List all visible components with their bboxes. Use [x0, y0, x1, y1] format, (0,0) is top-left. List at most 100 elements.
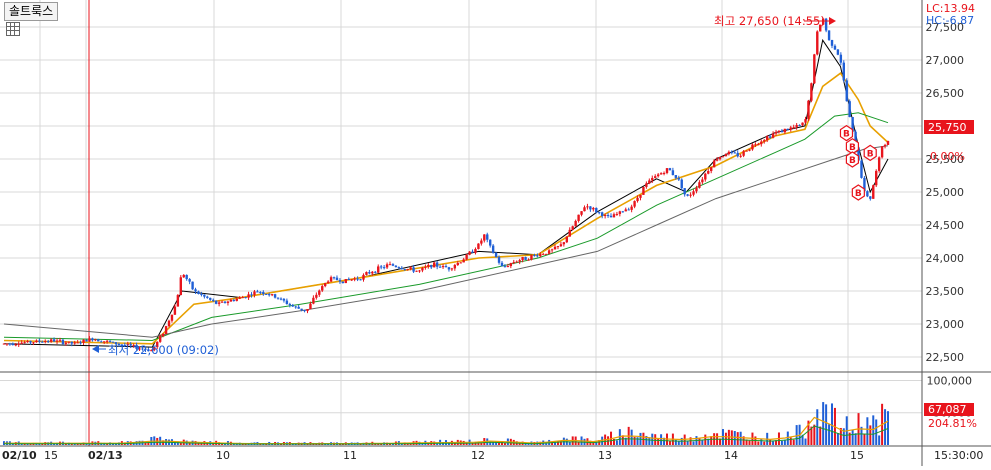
volume-bar	[769, 439, 772, 445]
candle-body	[774, 131, 778, 134]
candle-body	[813, 54, 816, 84]
candle-body	[344, 279, 348, 284]
candle-body	[26, 341, 29, 343]
candle-body	[456, 262, 459, 266]
volume-bar	[884, 409, 887, 445]
candle-body	[5, 343, 9, 345]
candle-body	[14, 344, 17, 346]
candle-body	[553, 246, 557, 250]
candle-body	[294, 306, 297, 308]
candle-body	[656, 174, 660, 177]
volume-bar	[772, 441, 775, 445]
volume-bar	[757, 441, 760, 445]
candle-body	[156, 341, 159, 348]
volume-bar	[556, 441, 559, 445]
candle-body	[733, 152, 736, 154]
candle-body	[621, 211, 624, 213]
candle-body	[424, 266, 427, 268]
candle-body	[824, 18, 828, 31]
candle-body	[595, 207, 598, 213]
candle-body	[577, 214, 580, 221]
candle-body	[120, 344, 124, 346]
candle-body	[427, 264, 430, 267]
candle-body	[94, 339, 97, 341]
volume-bar	[465, 442, 468, 445]
candle-body	[362, 274, 365, 280]
candle-body	[665, 168, 669, 173]
candle-body	[173, 306, 177, 315]
time-tick-label: 14	[724, 449, 738, 462]
candle-body	[518, 260, 521, 262]
grid-icon[interactable]	[6, 22, 20, 36]
candle-body	[250, 294, 253, 296]
time-tick-label: 10	[216, 449, 230, 462]
candle-body	[91, 338, 94, 341]
volume-bar	[854, 433, 857, 445]
volume-bar	[780, 440, 783, 445]
volume-bar	[144, 442, 147, 445]
candle-body	[848, 101, 851, 118]
candle-body	[559, 244, 563, 247]
candle-body	[326, 281, 330, 284]
volume-bar	[554, 442, 557, 445]
candle-body	[683, 188, 686, 195]
candle-body	[845, 80, 848, 102]
candle-body	[801, 122, 804, 126]
candle-body	[338, 280, 342, 282]
candle-body	[562, 242, 566, 245]
candle-body	[642, 186, 645, 195]
candle-body	[807, 100, 810, 120]
candle-body	[430, 264, 433, 268]
candle-body	[206, 296, 209, 298]
volume-bar	[807, 420, 810, 445]
current-change-label: 0.00%	[930, 150, 965, 163]
candle-body	[212, 299, 215, 301]
candle-body	[509, 263, 513, 267]
volume-bar	[657, 438, 660, 445]
candle-body	[736, 152, 739, 157]
candle-body	[580, 211, 583, 215]
candle-body	[379, 266, 383, 268]
volume-bar	[265, 444, 268, 445]
candle-body	[598, 212, 601, 214]
candle-body	[123, 344, 127, 346]
candle-body	[76, 342, 79, 344]
candle-body	[724, 154, 728, 157]
volume-bar	[88, 443, 91, 445]
volume-bar	[636, 437, 639, 445]
candle-body	[141, 348, 144, 350]
candle-body	[527, 259, 530, 261]
candle-body	[674, 175, 678, 178]
volume-bar	[41, 443, 44, 445]
candle-body	[200, 293, 203, 295]
candle-body	[524, 257, 527, 260]
candle-body	[8, 343, 12, 345]
candle-body	[624, 209, 627, 212]
candle-body	[544, 253, 548, 255]
candle-body	[786, 128, 790, 130]
candle-body	[877, 157, 881, 171]
candle-body	[11, 343, 15, 345]
volume-bar	[739, 431, 742, 445]
volume-bar	[595, 441, 598, 445]
candle-body	[303, 310, 306, 312]
candle-body	[547, 250, 551, 254]
candle-body	[332, 277, 336, 279]
volume-bar	[492, 441, 495, 445]
candle-body	[816, 31, 819, 55]
candle-body	[153, 347, 156, 351]
volume-bar	[698, 438, 701, 445]
candle-body	[108, 340, 112, 342]
candle-body	[866, 191, 869, 197]
candle-body	[209, 297, 212, 300]
candle-body	[465, 254, 468, 260]
candle-body	[306, 309, 309, 312]
stock-name-box[interactable]: 솔트룩스	[4, 2, 59, 21]
candle-body	[38, 340, 41, 342]
candlestick-layer	[2, 17, 890, 352]
candle-body	[279, 298, 283, 300]
candle-body	[276, 297, 280, 299]
candle-body	[35, 340, 38, 343]
candle-body	[745, 150, 748, 152]
